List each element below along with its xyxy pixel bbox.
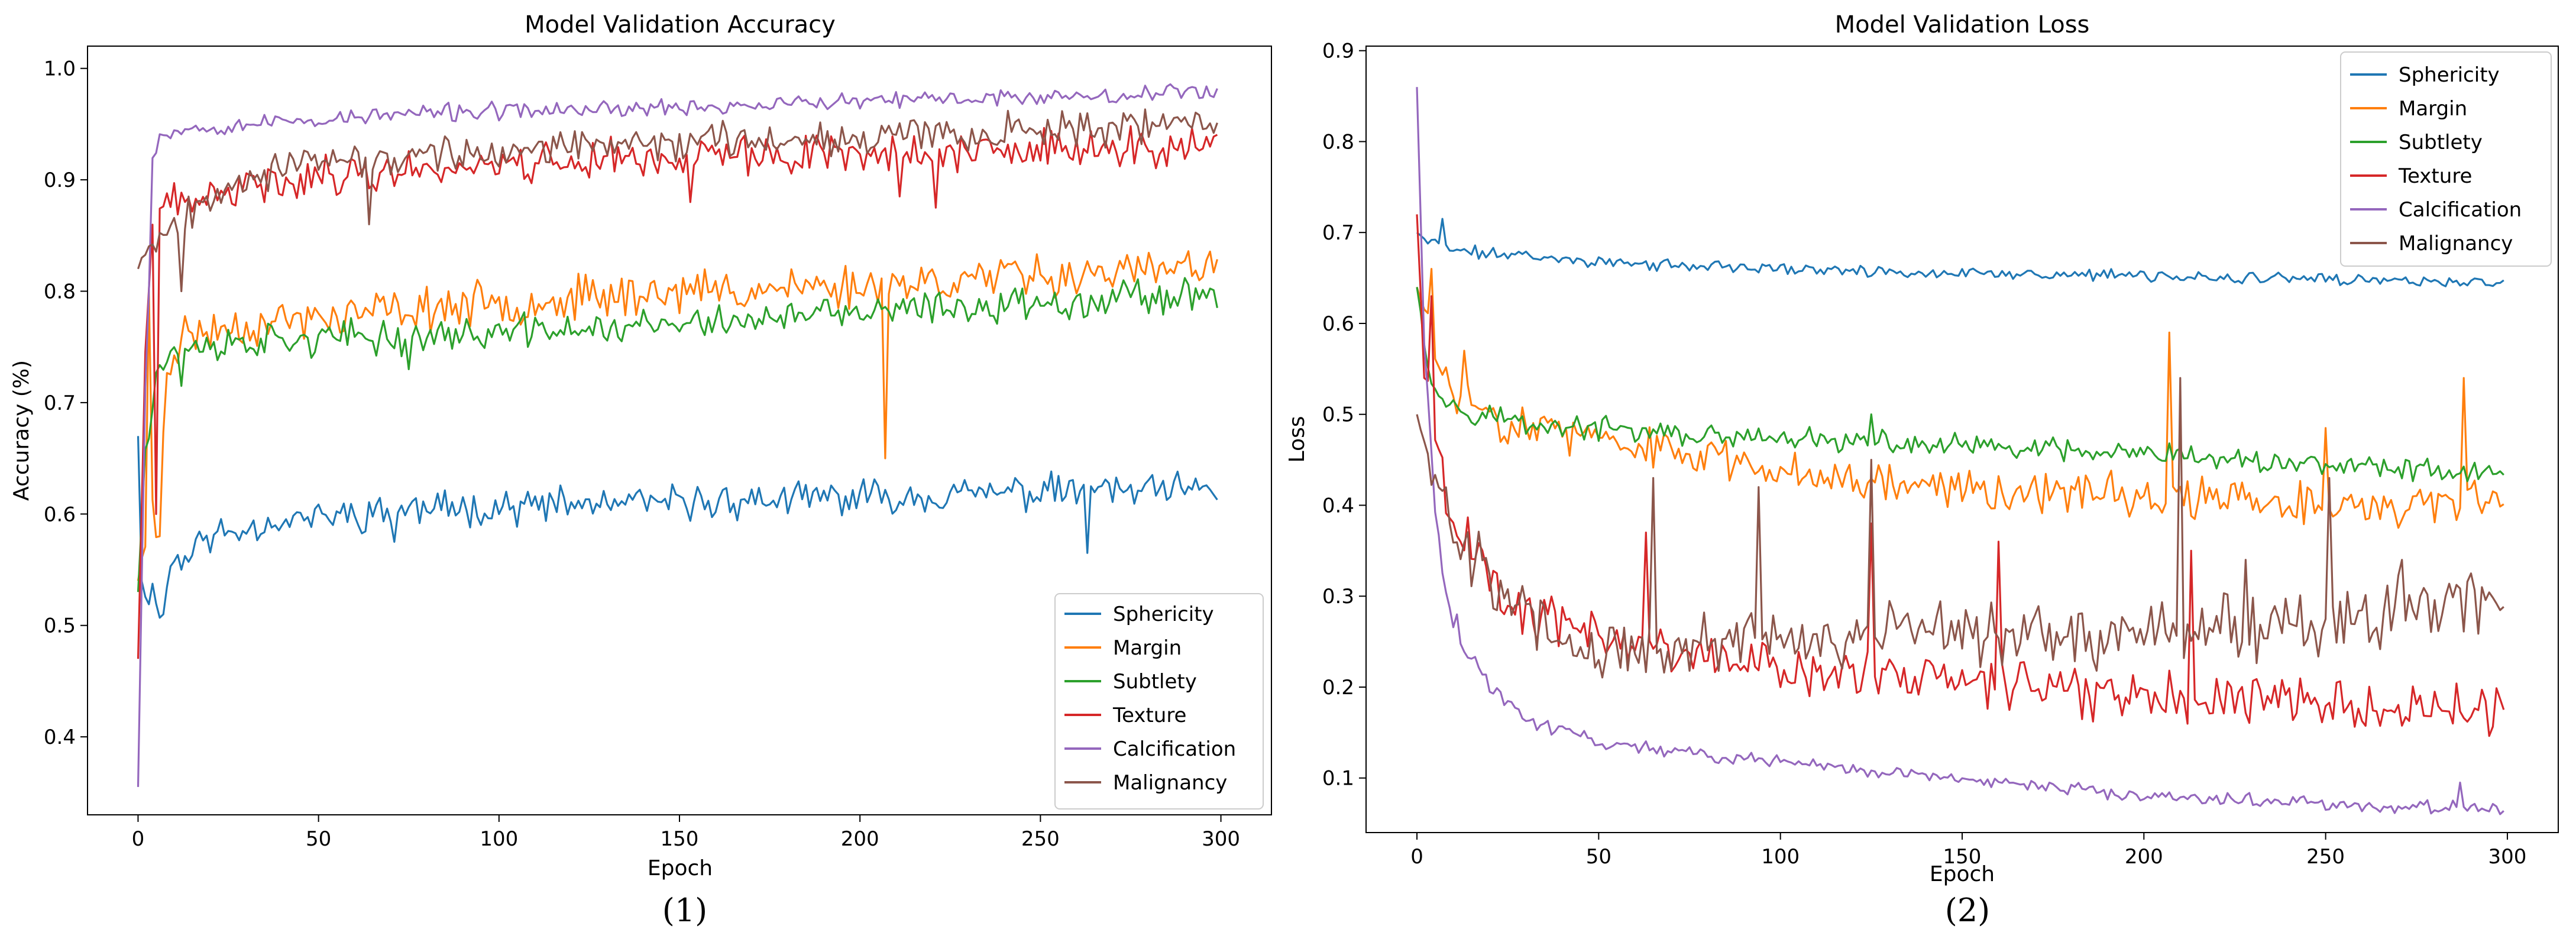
y-tick-label: 0.6 (44, 503, 76, 526)
y-tick-label: 0.1 (1322, 767, 1354, 791)
x-tick-label: 300 (2488, 845, 2526, 869)
legend-label-sphericity: Sphericity (2399, 63, 2500, 87)
accuracy-x-axis-label: Epoch (648, 856, 713, 880)
legend-label-subtlety: Subtlety (2399, 131, 2483, 154)
x-tick-label: 150 (661, 827, 699, 851)
accuracy-legend: Sphericity Margin Subtlety Texture Calcifica… (1054, 593, 1264, 810)
x-tick-label: 100 (1761, 845, 1800, 869)
y-tick-label: 0.5 (1322, 403, 1354, 427)
accuracy-y-ticks: 0.4 0.5 0.6 0.7 0.8 0.9 1.0 (44, 57, 88, 749)
y-tick-label: 1.0 (44, 57, 76, 81)
series-line-malignancy (137, 108, 1218, 293)
y-tick-label: 0.8 (1322, 130, 1354, 154)
legend-label-malignancy: Malignancy (1113, 771, 1227, 795)
accuracy-y-axis-label: Accuracy (%) (9, 360, 34, 501)
accuracy-caption: (1) (662, 892, 708, 929)
accuracy-chart-title: Model Validation Accuracy (525, 11, 836, 38)
loss-chart: Model Validation Loss 0 50 100 150 200 250 300… (1285, 11, 2559, 929)
legend-label-margin: Margin (1113, 636, 1182, 660)
y-tick-label: 0.3 (1322, 585, 1354, 608)
legend-label-texture: Texture (2398, 164, 2472, 188)
x-tick-label: 50 (306, 827, 331, 851)
y-tick-label: 0.6 (1322, 312, 1354, 336)
legend-label-subtlety: Subtlety (1113, 670, 1197, 694)
accuracy-legend-box (1054, 593, 1264, 810)
legend-label-margin: Margin (2399, 97, 2467, 121)
y-tick-label: 0.5 (44, 614, 76, 638)
loss-legend: Sphericity Margin Subtlety Texture Calcifica… (2340, 51, 2552, 267)
series-line-calcification (1416, 87, 2504, 815)
x-tick-label: 50 (1586, 845, 1611, 869)
series-line-malignancy (1416, 377, 2504, 679)
series-line-margin (137, 250, 1218, 581)
loss-caption: (2) (1945, 892, 1991, 929)
series-line-subtlety (137, 277, 1218, 592)
x-tick-label: 250 (1021, 827, 1060, 851)
x-tick-label: 0 (1410, 845, 1423, 869)
accuracy-chart: Model Validation Accuracy 0 50 100 150 200 25… (9, 11, 1272, 929)
y-tick-label: 0.9 (1322, 40, 1354, 63)
y-tick-label: 0.7 (1322, 221, 1354, 245)
series-line-calcification (137, 83, 1218, 787)
accuracy-series-lines (137, 83, 1218, 787)
loss-y-ticks: 0.1 0.2 0.3 0.4 0.5 0.6 0.7 0.8 0.9 (1322, 40, 1366, 791)
series-line-subtlety (1416, 287, 2504, 483)
x-tick-label: 300 (1202, 827, 1240, 851)
legend-label-calcification: Calcification (2399, 198, 2522, 222)
y-tick-label: 0.9 (44, 169, 76, 192)
y-tick-label: 0.4 (1322, 494, 1354, 517)
accuracy-legend-items: Sphericity Margin Subtlety Texture Calcifica… (1064, 603, 1236, 795)
accuracy-x-ticks: 0 50 100 150 200 250 300 (132, 815, 1240, 851)
y-tick-label: 0.8 (44, 280, 76, 303)
series-line-texture (137, 125, 1218, 659)
loss-legend-box (2340, 51, 2552, 267)
loss-y-axis-label: Loss (1285, 416, 1309, 463)
legend-label-malignancy: Malignancy (2399, 232, 2513, 255)
x-tick-label: 250 (2306, 845, 2345, 869)
loss-x-axis-label: Epoch (1930, 862, 1995, 886)
x-tick-label: 200 (841, 827, 879, 851)
series-line-texture (1416, 214, 2505, 737)
y-tick-label: 0.4 (44, 726, 76, 749)
series-line-sphericity (137, 436, 1218, 619)
loss-x-ticks: 0 50 100 150 200 250 300 (1410, 833, 2526, 869)
y-tick-label: 0.7 (44, 391, 76, 415)
y-tick-label: 0.2 (1322, 676, 1354, 700)
legend-label-texture: Texture (1112, 704, 1186, 727)
x-tick-label: 150 (1943, 845, 1982, 869)
series-line-sphericity (1416, 218, 2504, 287)
loss-series-lines (1416, 87, 2505, 815)
legend-label-calcification: Calcification (1113, 737, 1236, 761)
x-tick-label: 100 (480, 827, 518, 851)
legend-label-sphericity: Sphericity (1113, 603, 1214, 626)
loss-chart-title: Model Validation Loss (1835, 11, 2090, 38)
x-tick-label: 200 (2125, 845, 2163, 869)
x-tick-label: 0 (132, 827, 145, 851)
loss-legend-items: Sphericity Margin Subtlety Texture Calcifica… (2350, 63, 2522, 255)
